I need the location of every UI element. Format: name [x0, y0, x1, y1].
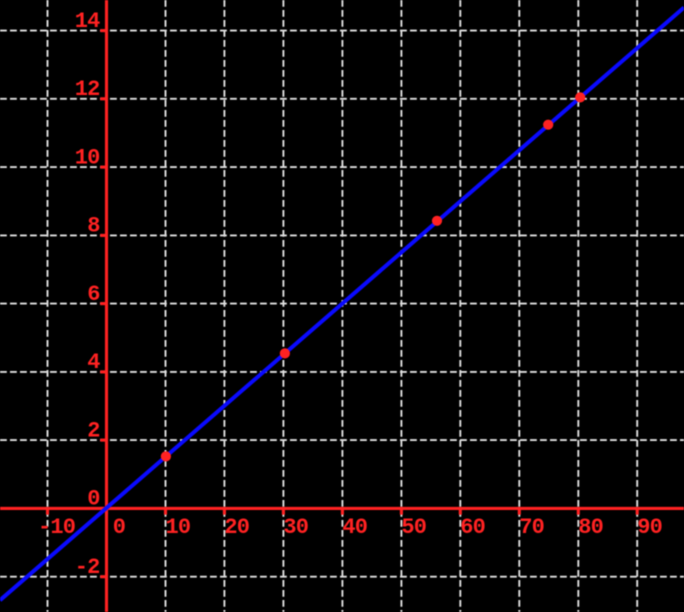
svg-text:50: 50	[401, 515, 426, 540]
svg-text:90: 90	[637, 515, 662, 540]
svg-text:10: 10	[165, 515, 190, 540]
svg-text:30: 30	[283, 515, 308, 540]
svg-text:6: 6	[87, 282, 99, 307]
svg-text:80: 80	[578, 515, 603, 540]
svg-text:-2: -2	[75, 555, 100, 580]
svg-text:-10: -10	[38, 515, 75, 540]
svg-text:8: 8	[87, 214, 100, 239]
svg-text:2: 2	[87, 418, 99, 443]
svg-text:4: 4	[87, 350, 100, 375]
svg-text:10: 10	[75, 145, 100, 170]
svg-text:12: 12	[75, 77, 100, 102]
svg-text:14: 14	[75, 9, 100, 34]
svg-text:0: 0	[113, 515, 125, 540]
svg-text:70: 70	[519, 515, 544, 540]
svg-text:60: 60	[460, 515, 485, 540]
svg-text:0: 0	[87, 487, 99, 512]
svg-text:20: 20	[224, 515, 249, 540]
svg-text:40: 40	[342, 515, 367, 540]
